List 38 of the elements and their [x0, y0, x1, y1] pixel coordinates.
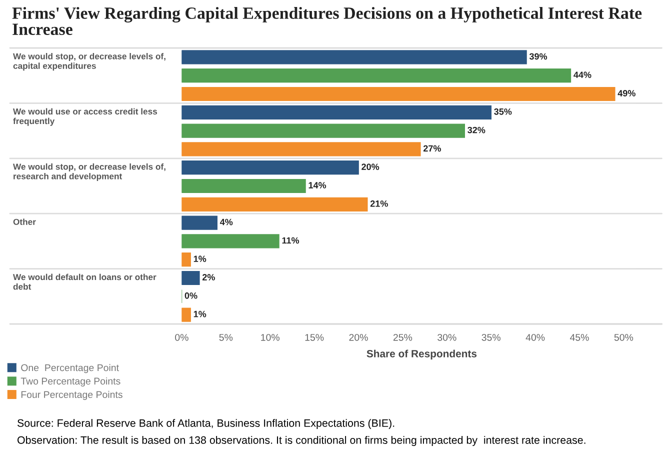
data-label: 1% — [194, 310, 206, 318]
x-tick-label: 20% — [349, 334, 368, 341]
chart-title: Firms' View Regarding Capital Expenditures Decisions on a Hypothetical Interest Rate Increase — [12, 7, 642, 36]
data-label: 4% — [220, 218, 233, 226]
y-tick-label: Other — [13, 218, 36, 225]
x-axis-title: Share of Respondents — [366, 350, 477, 360]
data-label: 35% — [494, 108, 512, 115]
data-label: 2% — [202, 274, 215, 280]
text: Observation: The result is based on 138 observations. It is conditional on firms being impacted by interest rate increase. — [18, 436, 586, 446]
legend-label: One Percentage Point — [21, 364, 119, 374]
y-tick-label: We would stop, or decrease levels of, research and development — [13, 163, 166, 182]
x-tick-label: 50% — [614, 334, 634, 341]
y-tick-label: We would use or access credit less frequently — [13, 108, 158, 126]
x-tick-label: 10% — [261, 334, 280, 341]
data-label: 14% — [308, 182, 326, 188]
x-tick-label: 30% — [438, 334, 456, 341]
source-note: Source: Federal Reserve Bank of Atlanta, Business Inflation Expectations (BIE). — [17, 419, 394, 429]
x-tick-label: 0% — [175, 334, 188, 341]
legend-label: Four Percentage Points — [21, 390, 122, 400]
data-label: 32% — [468, 126, 486, 134]
x-tick-label: 35% — [482, 334, 500, 341]
data-label: 27% — [423, 145, 441, 152]
x-tick-label: 15% — [305, 334, 324, 341]
x-tick-label: 40% — [526, 334, 545, 341]
data-label: 1% — [194, 256, 206, 262]
data-label: 0% — [184, 292, 198, 299]
x-tick-label: 5% — [219, 334, 233, 341]
x-tick-label: 45% — [570, 334, 589, 341]
data-label: 39% — [529, 53, 548, 60]
data-label: 11% — [282, 237, 300, 244]
x-tick-label: 25% — [393, 334, 412, 341]
data-label: 44% — [574, 72, 592, 78]
legend-label: Two Percentage Points — [20, 377, 120, 386]
data-label: 21% — [370, 200, 388, 207]
y-tick-label: We would stop, or decrease levels of, capital expenditures — [13, 53, 166, 71]
y-tick-label: We would default on loans or other debt — [13, 274, 156, 290]
data-label: 20% — [362, 164, 380, 170]
data-label: 49% — [618, 90, 636, 96]
